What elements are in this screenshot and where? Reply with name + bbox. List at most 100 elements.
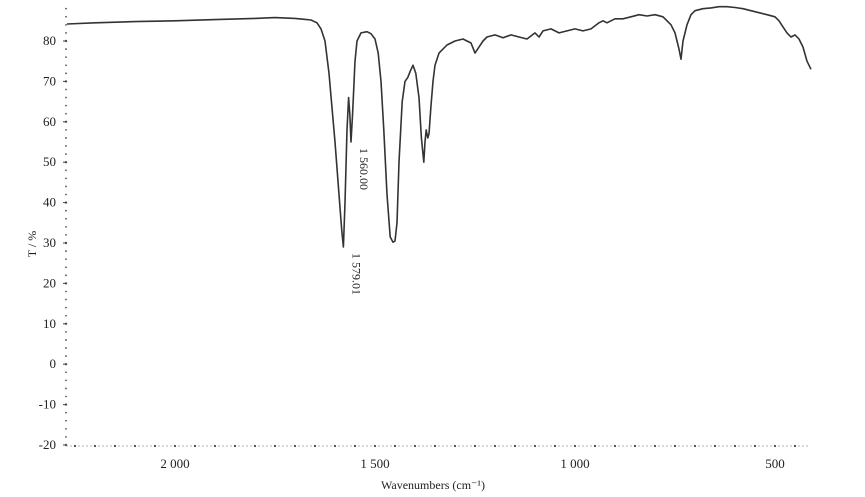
x-minor-tick (93, 444, 97, 448)
x-minor-tick (273, 444, 277, 448)
x-minor-tick (553, 444, 557, 448)
y-tick-label: 50 (43, 154, 56, 169)
y-minor-tick (65, 104, 67, 107)
y-minor-tick (65, 387, 67, 390)
y-axis-title: T / % (25, 231, 39, 257)
y-minor-tick (65, 306, 67, 309)
peak-label: 1 560.00 (357, 148, 371, 190)
y-minor-tick (65, 419, 67, 422)
y-minor-tick (65, 137, 67, 139)
y-minor-tick (65, 112, 67, 115)
x-axis-title: Wavenumbers (cm⁻¹) (381, 478, 485, 492)
y-tick-label: 70 (43, 73, 56, 88)
y-minor-tick (65, 427, 67, 430)
y-minor-tick (65, 298, 67, 301)
x-minor-tick (693, 444, 697, 448)
y-minor-tick (65, 274, 67, 277)
x-minor-tick (753, 444, 757, 448)
y-minor-tick (65, 64, 67, 67)
x-minor-tick (773, 444, 777, 448)
x-minor-tick (133, 444, 137, 448)
x-minor-tick (253, 444, 257, 448)
x-minor-tick (153, 444, 157, 448)
y-minor-tick (65, 88, 67, 91)
y-tick-label: -20 (39, 437, 56, 452)
y-tick-label: 20 (43, 275, 56, 290)
y-minor-tick (65, 153, 67, 156)
y-tick-label: 10 (43, 316, 56, 331)
y-minor-tick (65, 145, 67, 147)
y-tick-label: 80 (43, 33, 56, 48)
x-minor-tick (733, 444, 737, 448)
y-tick-label: -10 (39, 397, 56, 412)
x-tick-label: 1 000 (560, 456, 589, 471)
y-minor-tick (65, 250, 67, 252)
x-tick-label: 1 500 (360, 456, 389, 471)
y-minor-tick (65, 266, 67, 269)
peak-label: 1 579.01 (349, 253, 363, 295)
y-tick-label: 0 (50, 356, 57, 371)
x-tick-label: 2 000 (160, 456, 189, 471)
x-minor-tick (333, 444, 337, 448)
y-minor-tick (65, 355, 67, 358)
x-minor-tick (473, 444, 477, 448)
y-minor-tick (65, 395, 67, 398)
x-minor-tick (173, 444, 177, 448)
x-minor-tick (593, 444, 597, 448)
y-minor-tick (65, 234, 67, 236)
y-minor-tick (65, 411, 67, 414)
y-minor-tick (65, 169, 67, 172)
x-minor-tick (193, 444, 197, 448)
y-minor-tick (65, 56, 67, 59)
y-minor-tick (65, 193, 67, 196)
y-minor-tick (65, 217, 67, 220)
y-minor-tick (65, 314, 67, 317)
x-minor-tick (373, 444, 377, 448)
y-minor-tick (65, 15, 67, 18)
y-minor-tick (65, 23, 67, 26)
x-minor-tick (573, 444, 577, 448)
y-minor-tick (65, 48, 67, 50)
y-minor-tick (65, 185, 67, 188)
x-minor-tick (353, 444, 357, 448)
x-minor-tick (673, 444, 677, 448)
y-axis: 80 70 60 50 40 30 20 10 0 -10 -20 (39, 7, 68, 452)
x-minor-tick (113, 444, 117, 448)
peak-annotations: 1 579.01 1 560.00 (349, 148, 371, 295)
y-minor-tick (65, 290, 67, 293)
x-minor-tick (653, 444, 657, 448)
y-tick-label: 30 (43, 235, 56, 250)
y-minor-tick (65, 379, 67, 382)
y-minor-tick (65, 330, 67, 333)
y-minor-tick (65, 96, 67, 99)
y-minor-tick (65, 128, 67, 131)
y-tick-label: 60 (43, 114, 56, 129)
x-minor-tick (713, 444, 717, 448)
y-tick-label: 40 (43, 195, 56, 210)
y-minor-tick (65, 339, 67, 341)
x-minor-tick (233, 444, 237, 448)
y-minor-tick (65, 347, 67, 349)
x-minor-tick (613, 444, 617, 448)
x-minor-tick (313, 444, 317, 448)
x-minor-tick (73, 444, 77, 448)
y-minor-tick (65, 436, 67, 438)
x-minor-tick (433, 444, 437, 448)
x-minor-tick (633, 444, 637, 448)
spectrum-line (66, 5, 812, 248)
x-minor-tick (413, 444, 417, 448)
x-minor-tick (293, 444, 297, 448)
y-minor-tick (65, 225, 67, 228)
y-minor-tick (65, 209, 67, 212)
y-minor-tick (65, 258, 67, 261)
y-minor-tick (65, 72, 67, 75)
x-minor-tick (393, 444, 397, 448)
x-minor-tick (533, 444, 537, 448)
x-minor-tick (453, 444, 457, 448)
y-minor-tick (65, 371, 67, 374)
x-minor-tick (793, 444, 797, 448)
y-minor-tick (65, 7, 67, 10)
x-tick-label: 500 (765, 456, 785, 471)
x-minor-tick (513, 444, 517, 448)
